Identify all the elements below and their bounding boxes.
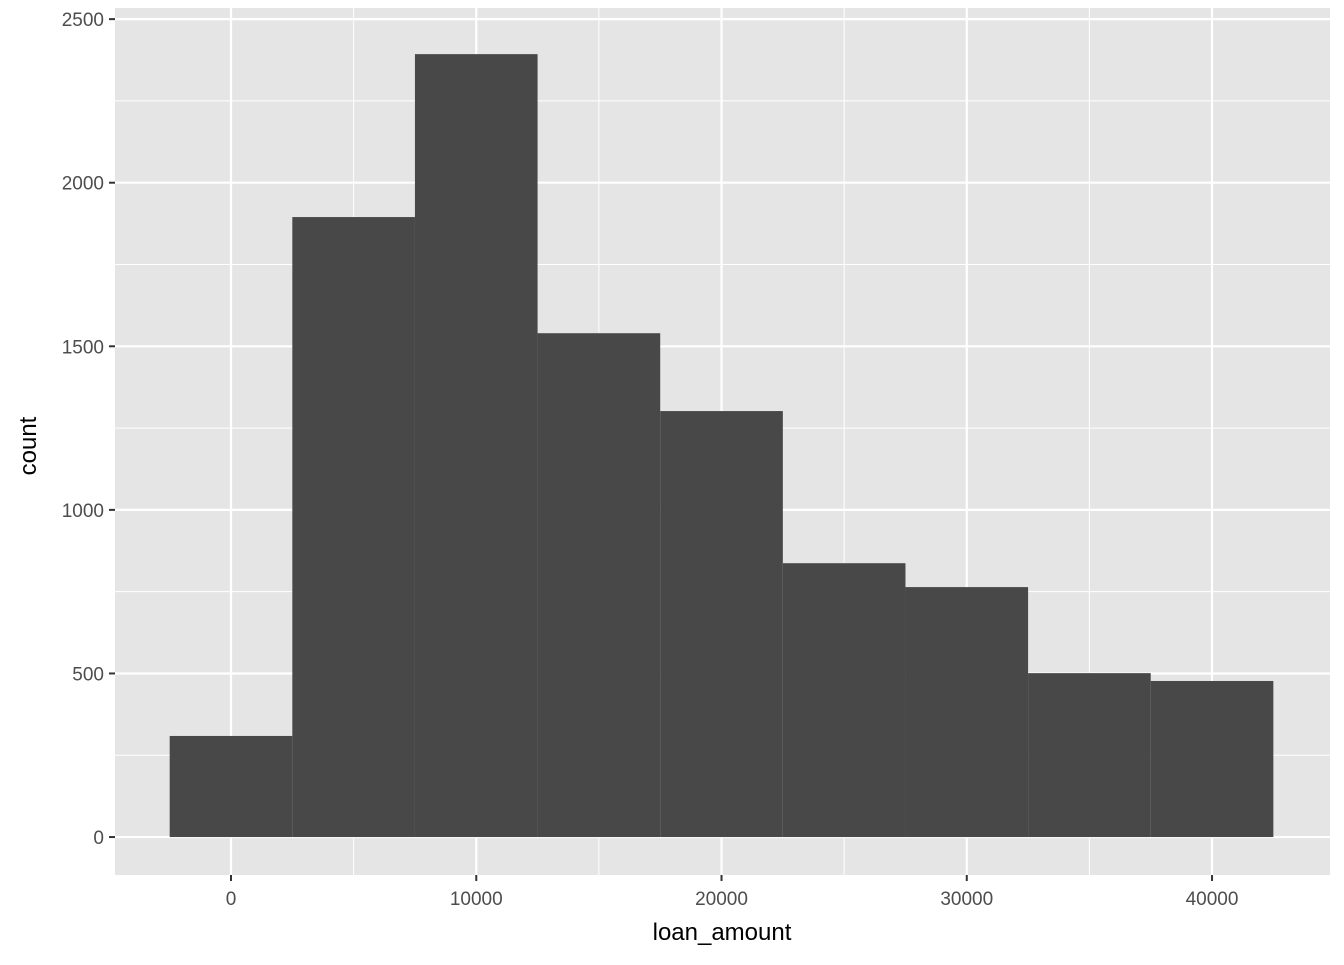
histogram-bar — [537, 333, 661, 838]
y-tick-label: 0 — [93, 828, 104, 849]
y-tick-label: 500 — [72, 664, 104, 685]
y-axis-label: count — [15, 416, 42, 475]
y-tick-label: 1500 — [62, 337, 104, 358]
y-tick-label: 2000 — [62, 174, 104, 195]
histogram-bar — [905, 587, 1029, 838]
histogram-bar — [169, 735, 293, 838]
histogram-bar — [782, 563, 906, 838]
axes: 0 10000 20000 30000 40000 0 500 1000 1500 2000 250… — [62, 10, 1239, 910]
histogram-bar — [1028, 673, 1151, 838]
y-tick-label: 1000 — [62, 501, 104, 522]
histogram-bar — [292, 217, 415, 838]
x-axis-label: loan_amount — [653, 919, 792, 946]
histogram-bar — [1150, 680, 1274, 838]
x-tick-label: 40000 — [1186, 889, 1239, 910]
x-tick-label: 0 — [226, 889, 237, 910]
bars — [169, 54, 1274, 838]
x-tick-label: 30000 — [940, 889, 993, 910]
x-tick-label: 10000 — [450, 889, 503, 910]
x-tick-label: 20000 — [695, 889, 748, 910]
histogram-bar — [660, 411, 783, 838]
histogram-bar — [414, 54, 538, 838]
y-tick-label: 2500 — [62, 10, 104, 31]
